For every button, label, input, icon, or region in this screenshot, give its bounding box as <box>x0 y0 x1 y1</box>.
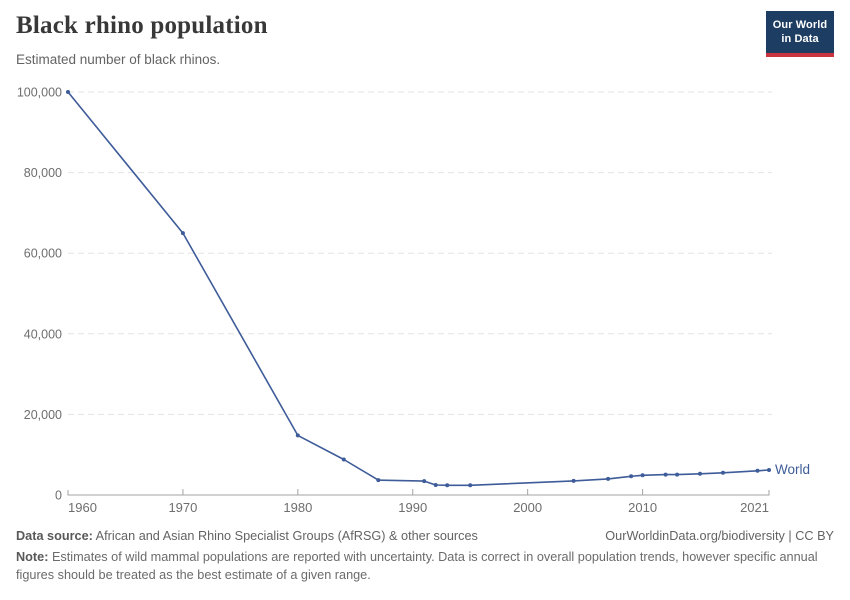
attribution-link[interactable]: OurWorldinData.org/biodiversity | CC BY <box>605 529 834 543</box>
note-line: Note: Estimates of wild mammal populatio… <box>16 549 834 585</box>
x-tick-label: 1970 <box>168 500 197 515</box>
data-point <box>663 472 668 477</box>
data-point <box>640 473 645 478</box>
data-point <box>721 470 725 475</box>
data-point <box>433 483 438 487</box>
y-tick-label: 100,000 <box>17 86 62 100</box>
data-point <box>606 476 611 481</box>
data-point <box>468 483 473 488</box>
note-text: Estimates of wild mammal populations are… <box>16 550 818 582</box>
data-point <box>422 479 427 484</box>
x-axis <box>67 490 770 496</box>
x-tick-label: 2021 <box>740 500 769 515</box>
y-tick-label: 80,000 <box>24 166 62 180</box>
footer: Data source: African and Asian Rhino Spe… <box>16 529 834 585</box>
y-tick-label: 60,000 <box>24 247 62 261</box>
x-tick-label: 1980 <box>283 500 312 515</box>
y-tick-label: 0 <box>55 489 62 503</box>
data-point <box>755 468 760 473</box>
chart-title: Black rhino population <box>16 12 268 39</box>
data-point <box>698 471 702 476</box>
data-point <box>341 457 346 462</box>
note-label: Note: <box>16 550 49 564</box>
x-tick-label: 2010 <box>628 500 657 515</box>
data-source-text: African and Asian Rhino Specialist Group… <box>92 529 478 543</box>
y-tick-label: 20,000 <box>24 408 62 422</box>
x-tick-label: 1990 <box>398 500 427 515</box>
x-tick-label: 1960 <box>68 500 97 515</box>
data-source-label: Data source: <box>16 529 93 543</box>
data-source-row: Data source: African and Asian Rhino Spe… <box>16 529 834 543</box>
chart-subtitle: Estimated number of black rhinos. <box>16 52 221 67</box>
series-line <box>67 91 770 487</box>
data-point <box>445 483 450 488</box>
logo-line-1: Our World <box>772 19 828 31</box>
data-point <box>180 231 185 236</box>
data-point <box>767 468 771 472</box>
y-tick-label: 40,000 <box>24 327 62 341</box>
x-tick-label: 2000 <box>513 500 542 515</box>
owid-logo[interactable]: Our World in Data <box>766 11 834 57</box>
data-source-line: Data source: African and Asian Rhino Spe… <box>16 529 478 543</box>
data-point <box>675 472 680 477</box>
data-point <box>376 478 381 483</box>
data-point <box>295 433 300 438</box>
series-end-label: World <box>775 462 811 477</box>
data-point <box>66 90 70 94</box>
data-point <box>571 478 576 483</box>
attribution-line: OurWorldinData.org/biodiversity | CC BY <box>605 529 834 543</box>
data-point <box>629 474 634 479</box>
logo-line-2: in Data <box>781 33 819 46</box>
